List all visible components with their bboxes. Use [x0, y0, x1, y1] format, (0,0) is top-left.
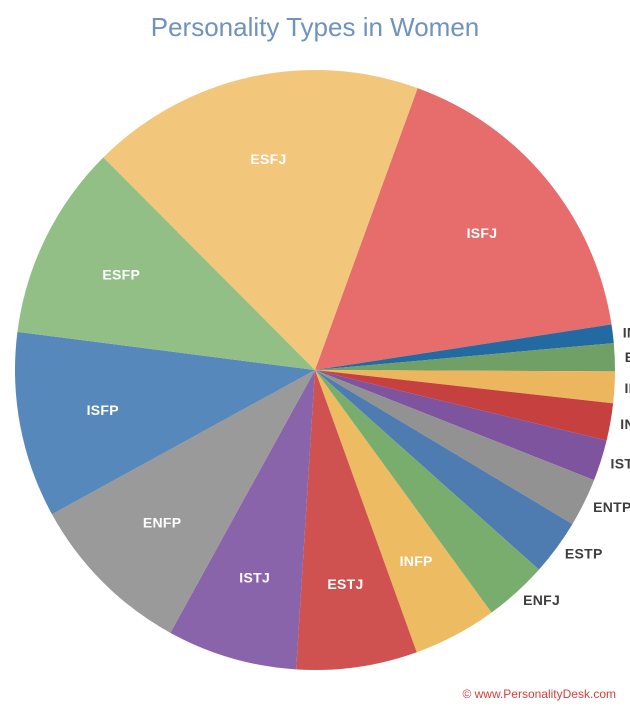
slice-label-esfp: ESFP — [102, 267, 140, 283]
footer-credit: © www.PersonalityDesk.com — [462, 687, 616, 701]
slice-label-estj: ESTJ — [327, 576, 363, 592]
slice-label-intp: INTP — [620, 416, 630, 432]
chart-container: Personality Types in Women ISFJINTJENTJI… — [0, 0, 630, 711]
slice-label-enfj: ENFJ — [523, 592, 560, 608]
slice-label-istj: ISTJ — [239, 569, 270, 585]
slice-label-intj: INTJ — [623, 325, 630, 341]
slice-label-infj: INFJ — [624, 380, 630, 396]
slice-label-entj: ENTJ — [625, 349, 630, 365]
slice-label-entp: ENTP — [593, 499, 630, 515]
slice-label-infp: INFP — [400, 553, 433, 569]
slice-label-esfj: ESFJ — [250, 151, 286, 167]
slice-label-isfp: ISFP — [87, 402, 119, 418]
slice-label-estp: ESTP — [565, 546, 603, 562]
slice-label-enfp: ENFP — [143, 515, 182, 531]
slice-label-istp: ISTP — [611, 456, 630, 472]
pie-chart: ISFJ INTJ ENTJ INFJ INTP ISTP ENTP ESTP ENFJ INFP… — [0, 0, 630, 711]
slice-label-isfj: ISFJ — [467, 225, 498, 241]
